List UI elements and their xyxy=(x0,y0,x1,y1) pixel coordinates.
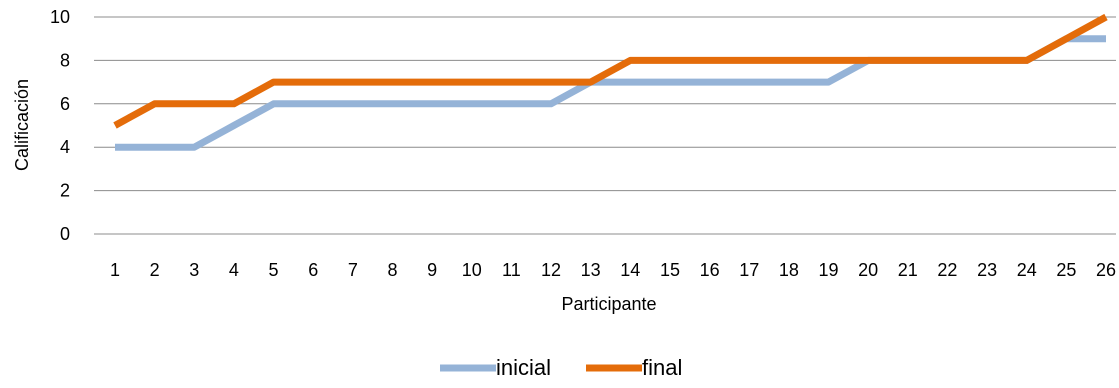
x-axis-title: Participante xyxy=(561,294,656,314)
x-tick-label: 14 xyxy=(620,260,640,280)
y-axis-title: Calificación xyxy=(12,79,32,171)
x-tick-label: 3 xyxy=(189,260,199,280)
y-tick-label: 10 xyxy=(50,7,70,27)
y-tick-label: 2 xyxy=(60,181,70,201)
y-tick-label: 4 xyxy=(60,137,70,157)
x-tick-label: 13 xyxy=(581,260,601,280)
x-tick-labels: 1 2 3 4 5 6 7 8 9 10 11 12 13 14 15 16 17 18 19 20 21 22 23 24 2… xyxy=(110,260,1116,280)
y-tick-labels: 0 2 4 6 8 10 xyxy=(50,7,70,244)
legend-label-inicial: inicial xyxy=(496,355,551,380)
x-tick-label: 18 xyxy=(779,260,799,280)
legend: inicial final xyxy=(440,355,682,380)
y-tick-label: 0 xyxy=(60,224,70,244)
x-tick-label: 7 xyxy=(348,260,358,280)
x-tick-label: 16 xyxy=(700,260,720,280)
x-tick-label: 1 xyxy=(110,260,120,280)
x-tick-label: 25 xyxy=(1056,260,1076,280)
y-tick-label: 6 xyxy=(60,94,70,114)
series-line-inicial xyxy=(115,35,1106,151)
y-tick-label: 8 xyxy=(60,50,70,70)
grid-layer xyxy=(94,16,1116,235)
x-tick-label: 20 xyxy=(858,260,878,280)
x-tick-label: 19 xyxy=(819,260,839,280)
x-tick-label: 22 xyxy=(937,260,957,280)
x-tick-label: 2 xyxy=(150,260,160,280)
x-tick-label: 23 xyxy=(977,260,997,280)
x-tick-label: 11 xyxy=(502,260,521,280)
x-tick-label: 8 xyxy=(387,260,397,280)
series-layer xyxy=(113,13,1108,151)
x-tick-label: 6 xyxy=(308,260,318,280)
x-tick-label: 24 xyxy=(1017,260,1037,280)
x-tick-label: 4 xyxy=(229,260,239,280)
x-tick-label: 21 xyxy=(898,260,918,280)
x-tick-label: 5 xyxy=(269,260,279,280)
x-tick-label: 10 xyxy=(462,260,482,280)
legend-label-final: final xyxy=(642,355,682,380)
x-tick-label: 17 xyxy=(739,260,759,280)
x-tick-label: 15 xyxy=(660,260,680,280)
x-tick-label: 12 xyxy=(541,260,561,280)
x-tick-label: 26 xyxy=(1096,260,1116,280)
series-line-final xyxy=(113,13,1108,129)
x-tick-label: 9 xyxy=(427,260,437,280)
